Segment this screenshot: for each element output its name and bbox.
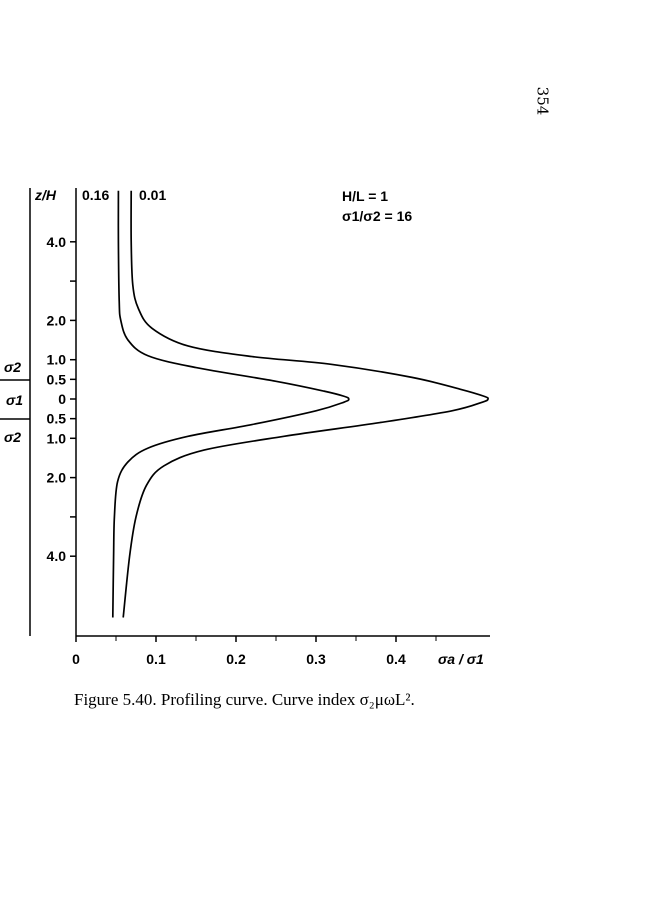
- annotation-sigma-ratio: σ1/σ2 = 16: [342, 208, 412, 224]
- x-tick-label: 0: [72, 651, 80, 667]
- x-tick-label: 0.3: [306, 651, 326, 667]
- y-tick-label: 0.5: [47, 411, 67, 427]
- y-tick-label: 1.0: [47, 430, 67, 446]
- y-tick-label: 2.0: [47, 312, 67, 328]
- figure-caption: Figure 5.40. Profiling curve. Curve inde…: [74, 690, 415, 709]
- series-line-016: [111, 190, 350, 618]
- y-axis-label: z/H: [34, 187, 57, 203]
- y-tick-label: 4.0: [47, 548, 67, 564]
- layer-label-bottom: σ2: [4, 429, 21, 445]
- y-tick-label: 1.0: [47, 352, 67, 368]
- series-label-016: 0.16: [82, 187, 109, 203]
- y-tick-label: 2.0: [47, 470, 67, 486]
- annotation-hl: H/L = 1: [342, 188, 388, 204]
- y-tick-label: 0: [58, 391, 66, 407]
- x-tick-label: 0.1: [146, 651, 166, 667]
- y-tick-label: 0.5: [47, 371, 67, 387]
- x-axis-label: σa / σ1: [438, 651, 484, 667]
- layer-label-middle: σ1: [6, 392, 23, 408]
- profiling-chart: σ2 σ1 σ2 z/H σa / σ1 H/L = 1 σ1/σ2 = 16 …: [0, 187, 490, 667]
- x-tick-label: 0.4: [386, 651, 406, 667]
- series-line-001: [122, 190, 489, 618]
- layer-label-top: σ2: [4, 359, 21, 375]
- x-tick-label: 0.2: [226, 651, 246, 667]
- series-label-001: 0.01: [139, 187, 166, 203]
- y-tick-label: 4.0: [47, 234, 67, 250]
